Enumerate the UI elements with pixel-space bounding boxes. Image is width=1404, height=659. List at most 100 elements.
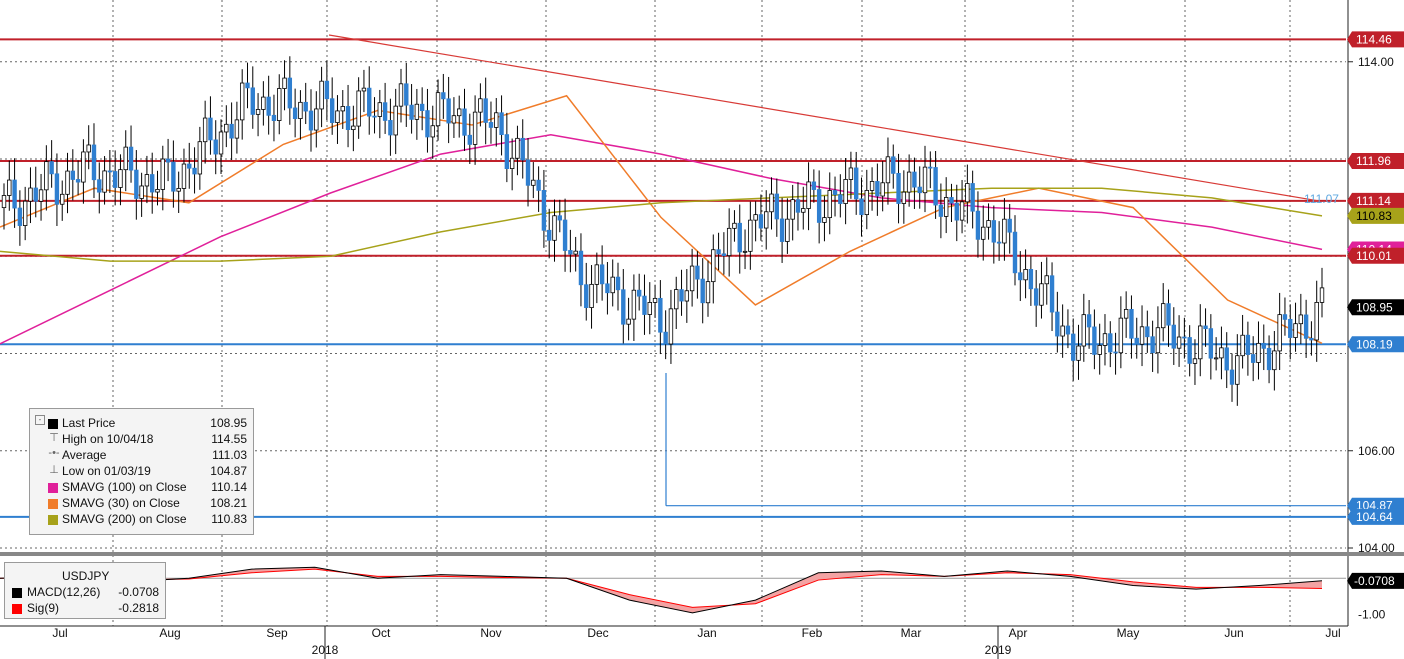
candle-body xyxy=(298,101,303,120)
candle-body xyxy=(901,191,907,204)
candle-body xyxy=(472,111,478,145)
candle-body xyxy=(1145,326,1150,338)
candle-body xyxy=(1108,333,1113,353)
candle-body xyxy=(75,179,81,183)
candle-body xyxy=(70,170,76,180)
panel-separator xyxy=(0,552,1404,556)
candle-body xyxy=(1023,269,1028,281)
ma-line xyxy=(0,94,1323,344)
candle-body xyxy=(891,156,896,174)
x-month-label: May xyxy=(1117,626,1140,640)
candle-body xyxy=(1219,347,1224,359)
candle-body xyxy=(446,98,451,124)
candle-body xyxy=(1266,347,1272,371)
level-tag: 111.96 xyxy=(1356,154,1391,168)
candle-body xyxy=(271,114,277,121)
level-tag-bg xyxy=(1347,192,1404,209)
candle-body xyxy=(981,226,986,240)
candle-body xyxy=(54,173,60,205)
x-month-label: Jul xyxy=(52,626,67,640)
macd-legend-row: MACD(12,26) -0.0708 xyxy=(5,585,165,600)
y-tick-label: 104.00 xyxy=(1358,541,1395,555)
candle-body xyxy=(1319,287,1325,303)
candle-body xyxy=(594,264,600,285)
legend-row-sma100: SMAVG (100) on Close 110.14 xyxy=(30,480,253,496)
candle-body xyxy=(181,163,187,189)
sma200-tag: 110.83 xyxy=(1356,209,1392,223)
candle-body xyxy=(801,208,806,213)
candle-body xyxy=(234,119,240,139)
x-month-label: Sep xyxy=(266,626,288,640)
candle-body xyxy=(38,189,44,202)
candle-body xyxy=(292,107,298,120)
candle-body xyxy=(1303,314,1309,339)
candle-body xyxy=(1071,333,1076,361)
candle-body xyxy=(875,181,880,197)
candle-body xyxy=(1277,314,1282,352)
ma-line xyxy=(0,133,1323,345)
candle-body xyxy=(568,250,573,255)
candle-body xyxy=(647,302,652,315)
candle-body xyxy=(726,227,732,257)
candle-body xyxy=(324,80,330,100)
candle-body xyxy=(806,181,811,209)
legend-collapse-icon[interactable]: - xyxy=(35,415,45,425)
candle-body xyxy=(922,166,928,194)
candle-body xyxy=(430,125,435,138)
candle-body xyxy=(1060,325,1065,337)
candle-body xyxy=(589,283,594,308)
candle-body xyxy=(541,189,547,231)
candle-body xyxy=(255,109,261,115)
candle-body xyxy=(816,189,822,223)
level-tag: 108.19 xyxy=(1356,337,1393,351)
candle-body xyxy=(451,115,457,124)
candle-body xyxy=(112,171,118,188)
candle-body xyxy=(393,105,398,136)
candle-body xyxy=(197,141,203,175)
candle-body xyxy=(721,253,727,257)
candle-body xyxy=(1155,327,1161,354)
candle-body xyxy=(986,220,991,228)
candle-body xyxy=(943,197,949,217)
candle-body xyxy=(319,80,324,110)
candle-body xyxy=(1192,358,1198,364)
candle-body xyxy=(1250,354,1256,363)
candle-body xyxy=(266,96,271,116)
candle-body xyxy=(864,190,869,216)
candle-body xyxy=(139,185,144,199)
candle-body xyxy=(134,169,139,199)
candle-body xyxy=(1055,311,1060,337)
candle-body xyxy=(160,158,165,190)
candle-body xyxy=(546,229,552,241)
candle-body xyxy=(1044,275,1049,285)
candle-body xyxy=(896,172,901,204)
candle-body xyxy=(906,171,912,193)
x-month-label: Jul xyxy=(1325,626,1340,640)
x-month-label: Mar xyxy=(901,626,922,640)
candle-body xyxy=(933,167,938,206)
x-month-label: Dec xyxy=(587,626,608,640)
legend-row-sma200: SMAVG (200) on Close 110.83 xyxy=(30,512,253,528)
level-tag-bg xyxy=(1347,247,1404,264)
candle-body xyxy=(652,297,658,303)
candle-body xyxy=(303,101,308,112)
legend-row-last-price: Last Price 108.95 xyxy=(30,416,253,432)
candle-body xyxy=(250,87,255,115)
legend-panel: - Last Price 108.95 ⊤ High on 10/04/18 114… xyxy=(29,408,254,535)
average-marker-icon: -•- xyxy=(48,447,60,459)
candle-body xyxy=(1229,369,1235,385)
candle-body xyxy=(478,98,483,113)
macd-legend-panel: USDJPY MACD(12,26) -0.0708 Sig(9) -0.2818 xyxy=(4,562,166,619)
candle-body xyxy=(869,181,875,191)
x-month-label: Jun xyxy=(1224,626,1243,640)
candle-body xyxy=(674,289,679,310)
candle-body xyxy=(192,167,197,175)
candle-body xyxy=(996,241,1002,244)
candle-body xyxy=(705,281,711,304)
candle-body xyxy=(1309,337,1314,341)
level-tag: 111.14 xyxy=(1356,194,1391,208)
candle-body xyxy=(1203,325,1208,330)
candle-body xyxy=(610,276,615,294)
candle-body xyxy=(695,265,700,280)
candle-body xyxy=(367,87,372,117)
